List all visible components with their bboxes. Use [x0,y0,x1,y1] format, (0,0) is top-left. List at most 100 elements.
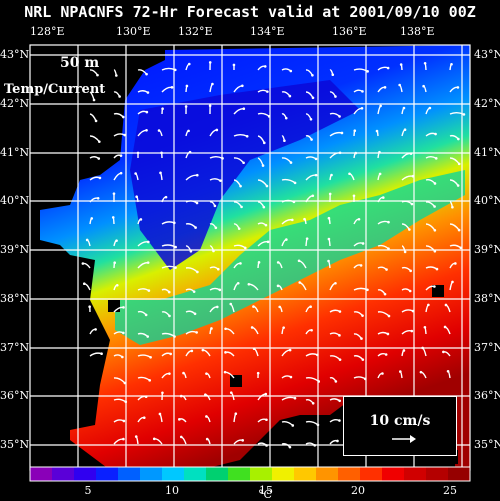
current-arrowhead [366,288,369,291]
current-arrowhead [435,157,438,160]
current-arrowhead [83,282,86,285]
current-arrowhead [454,262,457,265]
lon-label: 136°E [332,25,367,38]
current-arrowhead [237,282,240,285]
lat-label-left: 38°N [0,292,29,305]
current-arrowhead [387,67,390,70]
current-arrowhead [283,139,286,142]
current-arrowhead [122,438,125,441]
lat-label-left: 41°N [0,146,29,159]
current-arrowhead [266,90,269,93]
current-arrowhead [434,133,437,136]
current-arrowhead [317,424,320,427]
current-arrowhead [289,95,292,98]
current-arrowhead [329,193,332,196]
lat-label-right: 37°N [474,341,500,354]
current-arrowhead [202,349,205,352]
current-arrowhead [99,177,102,180]
colorbar-swatch [404,467,427,481]
current-arrowhead [458,229,461,232]
current-arrowhead [421,347,424,350]
current-arrowhead [293,201,296,204]
current-arrowhead [387,247,390,250]
current-arrowhead [409,270,412,273]
lat-label-right: 42°N [474,97,500,110]
current-arrowhead [147,261,150,264]
current-arrowhead [361,90,364,93]
current-arrowhead [331,73,334,76]
current-arrowhead [251,326,254,329]
current-arrowhead [444,326,447,329]
current-arrowhead [196,202,199,205]
current-arrowhead [316,354,319,357]
current-arrowhead [264,65,267,68]
current-arrowhead [334,282,337,285]
current-arrowhead [334,95,337,98]
land-mask [230,375,242,387]
current-arrowhead [457,138,460,141]
current-arrowhead [450,63,453,66]
colorbar-swatch [96,467,119,481]
current-arrowhead [148,289,151,292]
colorbar-unit: °C [258,488,272,501]
current-arrowhead [160,152,163,155]
colorbar-swatch [382,467,405,481]
current-arrowhead [298,260,301,263]
current-arrowhead [211,83,214,86]
current-arrowhead [148,379,151,382]
current-arrowhead [434,182,437,185]
current-arrowhead [205,372,208,375]
current-arrowhead [338,399,341,402]
current-arrowhead [265,418,268,421]
current-arrowhead [88,305,91,308]
current-arrowhead [348,172,351,175]
lon-label: 128°E [30,25,65,38]
colorbar-swatch [206,467,229,481]
current-arrowhead [385,353,388,356]
current-arrowhead [195,331,198,334]
current-arrowhead [429,107,432,110]
current-arrowhead [209,61,212,64]
lat-label-right: 35°N [474,438,500,451]
current-arrow [90,157,99,159]
current-arrowhead [285,117,288,120]
current-arrowhead [366,70,369,73]
current-arrowhead [313,444,316,447]
current-arrowhead [422,85,425,88]
current-arrowhead [336,440,339,443]
current-arrowhead [410,152,413,155]
current-arrowhead [122,116,125,119]
current-arrowhead [360,264,363,267]
current-arrowhead [121,356,124,359]
current-arrowhead [341,132,344,135]
current-arrowhead [123,420,126,423]
current-arrowhead [221,157,224,160]
current-arrowhead [312,194,315,197]
current-arrowhead [409,290,412,293]
current-arrowhead [98,140,101,143]
current-arrowhead [191,350,194,353]
lon-label: 138°E [400,25,435,38]
current-arrowhead [433,205,436,208]
current-arrowhead [115,74,118,77]
current-arrowhead [188,63,191,66]
current-arrowhead [290,376,293,379]
current-arrowhead [193,290,196,293]
current-arrowhead [196,271,199,274]
current-arrowhead [229,303,232,306]
current-arrowhead [173,335,176,338]
colorbar-swatch [272,467,295,481]
colorbar-swatch [228,467,251,481]
current-arrowhead [338,419,341,422]
current-arrowhead [186,85,189,88]
current-arrowhead [93,99,96,102]
current-arrowhead [327,260,330,263]
current-arrowhead [445,304,448,307]
current-arrowhead [338,334,341,337]
current-arrowhead [187,130,190,133]
current-arrowhead [310,118,313,121]
current-arrowhead [120,172,123,175]
current-arrowhead [403,349,406,352]
current-arrowhead [278,306,281,309]
current-arrowhead [362,358,365,361]
